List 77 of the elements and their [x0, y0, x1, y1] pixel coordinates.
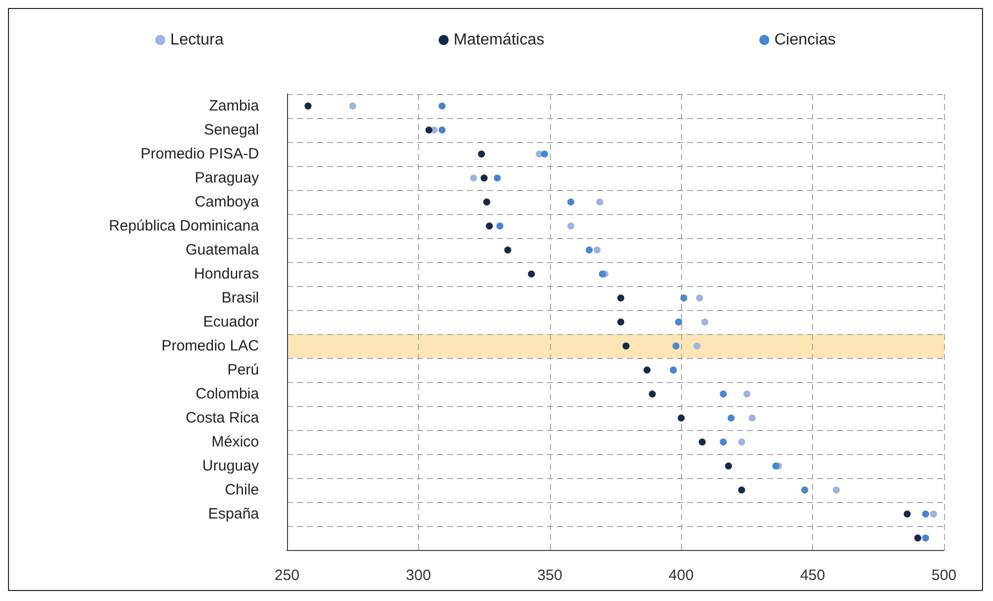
point — [922, 510, 930, 518]
legend-label: Matemáticas — [454, 32, 544, 48]
point — [922, 534, 930, 542]
y-tick-label: Zambia — [208, 98, 260, 114]
point — [528, 270, 535, 278]
y-tick-label: Paraguay — [194, 170, 260, 186]
point — [438, 102, 446, 110]
point — [496, 222, 504, 230]
point — [725, 462, 732, 470]
point — [617, 294, 624, 302]
x-tick-label: 400 — [668, 567, 694, 584]
point — [914, 534, 922, 542]
point — [698, 438, 706, 446]
point — [425, 126, 432, 134]
y-tick-label: México — [211, 434, 259, 450]
point — [904, 510, 911, 518]
point — [644, 366, 651, 374]
point — [622, 342, 630, 350]
point — [743, 390, 750, 398]
point — [470, 174, 478, 182]
y-tick-label: España — [208, 506, 260, 522]
point — [728, 414, 735, 422]
point — [617, 318, 624, 326]
point — [772, 462, 780, 470]
y-tick-label: Uruguay — [202, 458, 260, 474]
legend-label: Lectura — [170, 32, 224, 48]
point — [586, 246, 593, 254]
point — [596, 198, 604, 206]
point — [567, 222, 574, 230]
y-tick-label: Brasil — [221, 290, 259, 306]
point — [541, 150, 548, 158]
y-tick-label: Ecuador — [203, 314, 259, 330]
point — [483, 198, 490, 206]
x-tick-label: 450 — [800, 567, 826, 584]
point — [678, 414, 685, 422]
point — [801, 486, 808, 494]
point — [504, 246, 512, 254]
y-tick-label: Colombia — [196, 386, 260, 402]
point — [748, 414, 756, 422]
y-tick-label: Promedio PISA-D — [140, 146, 260, 162]
point — [738, 438, 746, 446]
y-tick-label: Honduras — [194, 266, 259, 282]
point — [675, 318, 682, 326]
x-tick-label: 350 — [537, 567, 562, 584]
point — [304, 102, 312, 110]
legend-label: Ciencias — [774, 32, 836, 48]
point — [680, 294, 688, 302]
point — [720, 390, 727, 398]
point — [832, 486, 840, 494]
point — [701, 318, 708, 326]
point — [594, 246, 601, 254]
y-tick-label: Camboya — [194, 194, 260, 210]
point — [598, 270, 606, 278]
point — [494, 174, 501, 182]
point — [438, 126, 446, 134]
point — [567, 198, 574, 206]
point — [693, 342, 700, 350]
y-tick-label: Perú — [227, 362, 259, 378]
y-tick-label: Costa Rica — [186, 410, 260, 426]
y-tick-label: Guatemala — [186, 242, 260, 258]
x-tick-label: 500 — [931, 567, 957, 584]
point — [930, 510, 937, 518]
point — [738, 486, 746, 494]
x-tick-label: 300 — [406, 567, 431, 584]
x-tick-label: 250 — [274, 567, 300, 584]
y-tick-label: Promedio LAC — [161, 338, 260, 354]
point — [480, 174, 488, 182]
y-tick-label: Senegal — [204, 122, 259, 138]
point — [486, 222, 493, 230]
point — [648, 390, 656, 398]
point — [349, 102, 356, 110]
point — [672, 342, 680, 350]
point — [720, 438, 727, 446]
point — [478, 150, 485, 158]
point — [696, 294, 704, 302]
y-tick-label: República Dominicana — [108, 218, 260, 234]
y-tick-label: Chile — [224, 482, 259, 498]
